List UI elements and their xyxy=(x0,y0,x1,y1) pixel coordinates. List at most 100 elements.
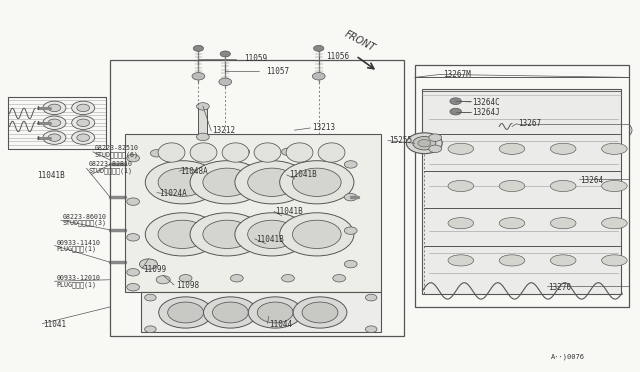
Text: 11056: 11056 xyxy=(326,52,349,61)
Ellipse shape xyxy=(254,143,281,162)
Circle shape xyxy=(280,213,354,256)
Text: 11098: 11098 xyxy=(176,281,199,290)
Ellipse shape xyxy=(550,218,576,229)
Circle shape xyxy=(77,119,90,126)
Bar xyxy=(415,65,629,307)
Circle shape xyxy=(77,104,90,112)
Text: 11041B: 11041B xyxy=(275,207,303,216)
Ellipse shape xyxy=(596,120,632,140)
Circle shape xyxy=(192,73,205,80)
FancyBboxPatch shape xyxy=(513,88,550,100)
Text: 11044: 11044 xyxy=(269,320,292,329)
Ellipse shape xyxy=(602,255,627,266)
Circle shape xyxy=(312,73,325,80)
Text: 11041B: 11041B xyxy=(289,170,317,179)
Ellipse shape xyxy=(550,143,576,154)
Ellipse shape xyxy=(499,255,525,266)
Text: 13213: 13213 xyxy=(312,124,335,132)
Circle shape xyxy=(127,198,140,205)
Circle shape xyxy=(127,234,140,241)
Circle shape xyxy=(293,297,347,328)
Text: 13270: 13270 xyxy=(548,283,571,292)
Text: 13264C: 13264C xyxy=(472,98,500,107)
Circle shape xyxy=(127,154,140,162)
Circle shape xyxy=(292,220,341,248)
Circle shape xyxy=(325,148,338,155)
Ellipse shape xyxy=(550,180,576,192)
Ellipse shape xyxy=(190,143,217,162)
Ellipse shape xyxy=(318,143,345,162)
Ellipse shape xyxy=(602,218,627,229)
Ellipse shape xyxy=(499,180,525,192)
Circle shape xyxy=(72,116,95,129)
Circle shape xyxy=(77,134,90,141)
Text: 08223-82810: 08223-82810 xyxy=(88,161,132,167)
Text: 11024A: 11024A xyxy=(159,189,186,198)
FancyBboxPatch shape xyxy=(583,88,620,100)
Text: 00933-12010: 00933-12010 xyxy=(56,275,100,281)
Circle shape xyxy=(150,150,163,157)
Ellipse shape xyxy=(499,143,525,154)
Circle shape xyxy=(418,140,431,147)
Circle shape xyxy=(344,161,357,168)
Circle shape xyxy=(248,220,296,248)
Circle shape xyxy=(179,275,192,282)
Circle shape xyxy=(220,51,230,57)
Text: 11041: 11041 xyxy=(44,320,67,329)
Circle shape xyxy=(192,148,205,155)
Circle shape xyxy=(282,275,294,282)
Circle shape xyxy=(235,161,309,204)
Text: 11099: 11099 xyxy=(143,265,166,274)
Text: 08223-82510: 08223-82510 xyxy=(95,145,139,151)
Circle shape xyxy=(203,168,252,196)
Circle shape xyxy=(193,45,204,51)
Text: STUDスタッド(3): STUDスタッド(3) xyxy=(63,219,107,226)
Circle shape xyxy=(72,131,95,144)
Circle shape xyxy=(158,220,207,248)
Circle shape xyxy=(48,119,61,126)
Circle shape xyxy=(406,133,442,154)
Ellipse shape xyxy=(602,143,627,154)
Ellipse shape xyxy=(448,180,474,192)
FancyBboxPatch shape xyxy=(474,88,511,100)
Circle shape xyxy=(145,213,220,256)
Circle shape xyxy=(43,101,66,115)
FancyBboxPatch shape xyxy=(436,88,473,100)
Circle shape xyxy=(282,148,294,155)
Circle shape xyxy=(159,297,212,328)
Polygon shape xyxy=(422,89,621,294)
Polygon shape xyxy=(8,97,106,149)
Circle shape xyxy=(190,213,264,256)
Ellipse shape xyxy=(448,143,474,154)
Ellipse shape xyxy=(286,143,313,162)
Circle shape xyxy=(429,134,442,141)
Text: STUDスタッド(1): STUDスタッド(1) xyxy=(88,167,132,174)
Text: 11059: 11059 xyxy=(244,54,268,63)
Circle shape xyxy=(344,227,357,234)
Circle shape xyxy=(196,103,209,110)
Polygon shape xyxy=(141,292,381,332)
Text: 13267M: 13267M xyxy=(443,70,470,79)
Text: 08223-86010: 08223-86010 xyxy=(63,214,107,219)
Circle shape xyxy=(365,326,377,333)
Circle shape xyxy=(235,213,309,256)
Circle shape xyxy=(344,193,357,201)
Text: A··)0076: A··)0076 xyxy=(550,353,584,360)
Circle shape xyxy=(333,275,346,282)
Ellipse shape xyxy=(448,218,474,229)
Circle shape xyxy=(248,168,296,196)
Text: 11048A: 11048A xyxy=(180,167,208,176)
Circle shape xyxy=(219,78,232,86)
Text: FRONT: FRONT xyxy=(342,29,376,53)
FancyBboxPatch shape xyxy=(551,88,588,100)
Circle shape xyxy=(365,294,377,301)
Circle shape xyxy=(248,297,302,328)
Ellipse shape xyxy=(552,120,588,140)
Text: 13267: 13267 xyxy=(518,119,541,128)
Circle shape xyxy=(257,302,293,323)
Ellipse shape xyxy=(448,255,474,266)
Circle shape xyxy=(450,108,461,115)
Text: 13264J: 13264J xyxy=(472,108,500,117)
Circle shape xyxy=(127,283,140,291)
Circle shape xyxy=(292,168,341,196)
